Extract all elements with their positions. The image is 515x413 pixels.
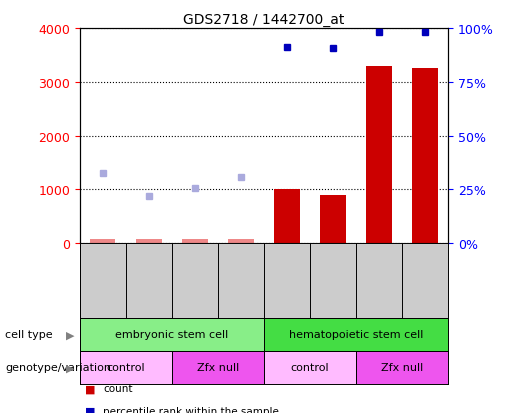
Bar: [413, 69, 438, 244]
Text: genotype/variation: genotype/variation: [5, 363, 111, 373]
Bar: [264, 351, 356, 384]
Bar: [228, 240, 253, 244]
Title: GDS2718 / 1442700_at: GDS2718 / 1442700_at: [183, 12, 345, 26]
Text: ■: ■: [85, 383, 95, 393]
Bar: [264, 318, 448, 351]
Text: count: count: [103, 383, 132, 393]
Text: ▶: ▶: [66, 330, 75, 339]
Text: cell type: cell type: [5, 330, 53, 339]
Text: embryonic stem cell: embryonic stem cell: [115, 330, 229, 339]
Bar: [90, 240, 115, 244]
Text: ▶: ▶: [66, 363, 75, 373]
Bar: [320, 195, 346, 244]
Bar: [274, 190, 300, 244]
Text: Zfx null: Zfx null: [197, 363, 239, 373]
Bar: [80, 318, 264, 351]
Text: ■: ■: [85, 406, 95, 413]
Text: percentile rank within the sample: percentile rank within the sample: [103, 406, 279, 413]
Bar: [136, 240, 162, 244]
Text: Zfx null: Zfx null: [381, 363, 423, 373]
Bar: [80, 351, 172, 384]
Text: control: control: [107, 363, 145, 373]
Text: hematopoietic stem cell: hematopoietic stem cell: [289, 330, 423, 339]
Bar: [356, 351, 448, 384]
Text: control: control: [290, 363, 329, 373]
Bar: [182, 240, 208, 244]
Bar: [366, 66, 392, 244]
Bar: [172, 351, 264, 384]
